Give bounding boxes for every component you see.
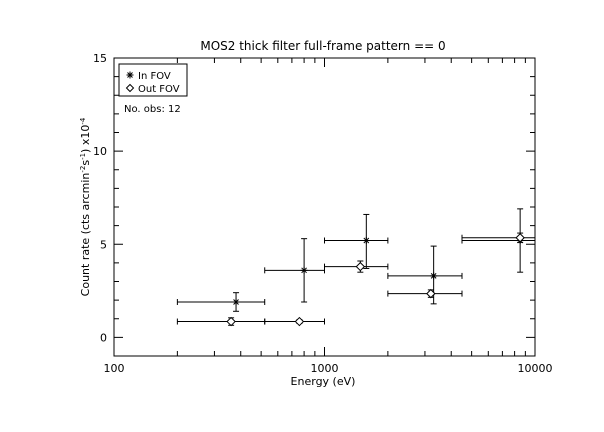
legend-asterisk-icon [126, 71, 134, 79]
asterisk-stroke [430, 273, 437, 279]
data-point-diamond [426, 288, 436, 299]
y-tick-label: 15 [93, 52, 107, 65]
asterisk-stroke [233, 299, 239, 305]
x-axis-title: Energy (eV) [291, 375, 356, 388]
plot-frame [113, 57, 536, 357]
legend-label-in-fov: In FOV [138, 71, 171, 82]
x-tick-label: 10000 [518, 362, 553, 375]
plot-area [176, 208, 536, 327]
y-axis-title: Count rate (cts arcmin-2s-1) x10-4 [79, 117, 92, 296]
data-point-diamond [294, 316, 305, 327]
legend-diamond-icon [125, 83, 135, 93]
x-axis: 100 1000 10000 [104, 58, 553, 375]
data-point-asterisk [430, 272, 438, 280]
y-axis: 0 5 10 15 [93, 52, 535, 357]
x-tick-label: 1000 [311, 362, 339, 375]
y-tick-label: 0 [100, 331, 107, 344]
observation-count: No. obs: 12 [124, 104, 181, 115]
series-in-fov [176, 208, 536, 312]
series-out-fov [176, 232, 536, 327]
asterisk-stroke [363, 237, 370, 244]
data-point-diamond [515, 233, 525, 243]
y-tick-label: 10 [93, 145, 107, 158]
data-point-asterisk [300, 266, 308, 274]
legend: In FOV Out FOV [118, 63, 188, 97]
legend-box [118, 63, 188, 97]
data-point-asterisk [232, 298, 240, 306]
legend-label-out-fov: Out FOV [138, 84, 180, 95]
y-tick-label: 5 [100, 238, 107, 251]
data-point-diamond [355, 261, 366, 272]
data-point-diamond [226, 316, 236, 327]
asterisk-stroke [301, 267, 307, 274]
chart-title: MOS2 thick filter full-frame pattern == … [200, 39, 445, 53]
data-point-asterisk [362, 237, 370, 245]
x-tick-label: 100 [104, 362, 125, 375]
